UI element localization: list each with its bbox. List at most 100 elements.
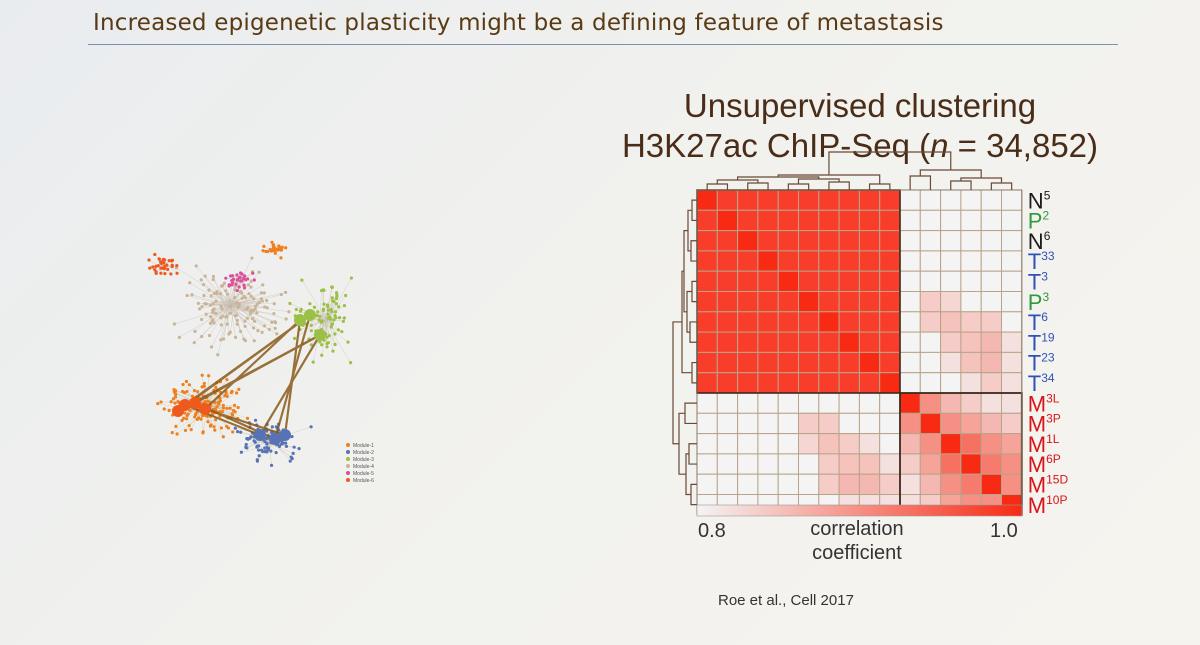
heatmap-cell	[879, 331, 901, 353]
network-graph: Module-1Module-2Module-3Module-4Module-5…	[147, 240, 374, 484]
dendrogram-branch	[690, 240, 697, 262]
network-node	[170, 258, 175, 262]
network-node	[311, 360, 315, 364]
dendrogram-branch	[828, 151, 952, 175]
network-node	[333, 332, 337, 336]
network-edge	[220, 307, 229, 340]
network-node	[239, 450, 244, 454]
row-label-letter: T	[1028, 270, 1041, 295]
network-node	[213, 428, 217, 432]
heatmap-cell	[737, 372, 759, 394]
dendrogram-branch	[706, 183, 729, 190]
network-node	[259, 291, 263, 295]
network-node	[249, 285, 253, 289]
network-node	[220, 409, 225, 414]
network-node	[308, 302, 312, 306]
heatmap-cell	[716, 473, 739, 496]
heatmap-cell	[858, 230, 881, 252]
network-node	[273, 326, 277, 331]
heatmap-cell	[798, 331, 820, 353]
network-node	[232, 403, 237, 407]
network-node	[193, 329, 197, 333]
network-node	[294, 307, 298, 312]
heatmap-cell	[696, 230, 718, 252]
heatmap-cell	[899, 209, 921, 232]
heatmap-cell	[858, 209, 881, 232]
heatmap-cell	[960, 351, 982, 374]
network-node	[261, 449, 265, 454]
network-node	[209, 315, 213, 319]
network-node	[265, 299, 269, 303]
heatmap-cell	[716, 270, 739, 293]
network-node	[336, 328, 340, 332]
citation: Roe et al., Cell 2017	[718, 592, 854, 609]
network-node	[239, 430, 243, 434]
network-hub-edge	[204, 407, 286, 437]
network-node	[237, 285, 241, 289]
dendrogram	[672, 151, 1013, 506]
heatmap-cell	[777, 311, 800, 333]
network-edge	[324, 309, 329, 322]
heatmap-cell	[960, 331, 982, 353]
colorbar-title-line1: correlation	[810, 518, 904, 540]
network-node	[263, 440, 267, 444]
network-node	[172, 390, 176, 394]
network-node	[334, 302, 339, 306]
network-node	[242, 276, 246, 281]
network-node	[292, 336, 297, 340]
row-label-superscript: 3L	[1046, 391, 1060, 405]
network-edge	[233, 303, 241, 332]
heatmap-cell	[777, 291, 800, 313]
heatmap-cell	[960, 311, 982, 333]
network-node	[330, 296, 334, 300]
network-node	[200, 304, 204, 309]
network-node	[169, 272, 173, 276]
heatmap-cell	[757, 392, 779, 414]
heatmap-cell	[737, 453, 759, 475]
heatmap-cell	[980, 311, 1003, 333]
heatmap-cell	[737, 189, 759, 211]
row-label-letter: T	[1028, 310, 1041, 335]
heatmap-cell	[879, 230, 901, 252]
heatmap-cell	[858, 250, 881, 272]
heatmap-cell	[818, 351, 840, 374]
network-node	[348, 361, 353, 365]
row-label: M3P	[1028, 412, 1061, 437]
network-hub-node	[254, 429, 266, 441]
legend-swatch	[346, 443, 350, 447]
heatmap-cell	[696, 473, 718, 496]
network-node	[262, 291, 266, 295]
network-node	[234, 282, 238, 286]
heatmap-cell	[777, 189, 800, 211]
network-node	[325, 345, 329, 349]
network-node	[255, 302, 259, 306]
heatmap-cell	[1001, 412, 1023, 435]
colorbar-max-label: 1.0	[990, 520, 1018, 542]
heatmap-cell	[1001, 311, 1023, 333]
heatmap-cell	[798, 433, 820, 455]
network-node	[288, 459, 292, 463]
row-label: M15D	[1028, 473, 1069, 498]
heatmap-cell	[838, 473, 860, 496]
heatmap-cell	[899, 291, 921, 313]
dendrogram-branch	[688, 443, 697, 465]
network-node	[228, 274, 233, 278]
dendrogram-branch	[690, 483, 697, 506]
network-node	[190, 394, 195, 398]
network-edge	[211, 295, 232, 302]
network-edge	[232, 303, 287, 320]
network-node	[166, 267, 170, 271]
heatmap-cell	[696, 331, 718, 353]
heatmap-cell	[960, 392, 982, 414]
heatmap-cell	[757, 433, 779, 455]
network-node	[237, 387, 241, 392]
network-node	[271, 243, 276, 247]
heatmap-cell	[879, 291, 901, 313]
network-node	[224, 315, 228, 319]
network-node	[233, 426, 237, 430]
legend-swatch	[346, 471, 350, 475]
heatmap-cell	[777, 453, 800, 475]
network-node	[269, 463, 274, 467]
network-node	[219, 284, 224, 288]
row-label-letter: P	[1028, 209, 1043, 234]
